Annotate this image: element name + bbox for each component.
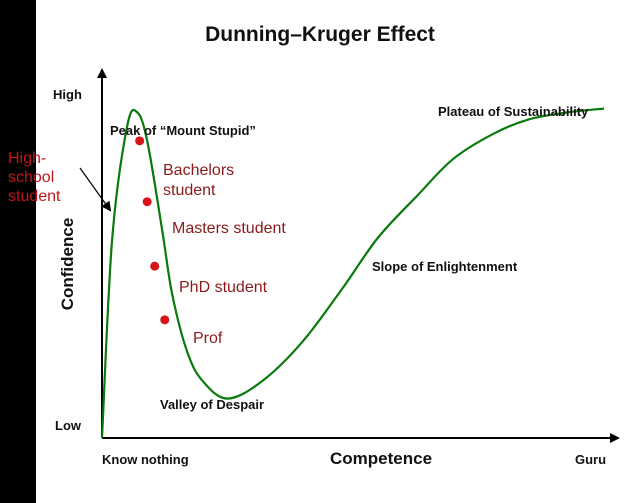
x-tick-start: Know nothing xyxy=(102,452,189,467)
region-label-valley: Valley of Despair xyxy=(160,397,265,412)
point-prof xyxy=(160,315,170,325)
confidence-curve xyxy=(100,107,605,439)
y-axis-title: Confidence xyxy=(58,217,77,311)
point-masters xyxy=(142,197,152,207)
region-label-peak: Peak of “Mount Stupid” xyxy=(110,123,256,138)
point-label-masters: Masters student xyxy=(172,220,286,237)
x-tick-end: Guru xyxy=(575,452,607,467)
x-axis-title: Competence xyxy=(330,449,433,468)
point-label-prof: Prof xyxy=(193,330,223,347)
point-bachelors xyxy=(135,136,145,146)
point-label-phd: PhD student xyxy=(179,279,268,296)
chart-title: Dunning–Kruger Effect xyxy=(205,23,435,46)
high-school-arrow xyxy=(79,167,112,212)
region-label-plateau: Plateau of Sustainability xyxy=(438,104,589,119)
y-tick-high: High xyxy=(53,87,82,102)
point-label-bachelors: Bachelors student xyxy=(163,162,235,199)
annotation-high-school: High-school student xyxy=(8,150,61,205)
y-tick-low: Low xyxy=(55,418,81,433)
point-phd xyxy=(150,261,160,271)
left-black-bar xyxy=(0,0,36,503)
region-label-slope: Slope of Enlightenment xyxy=(372,259,518,274)
